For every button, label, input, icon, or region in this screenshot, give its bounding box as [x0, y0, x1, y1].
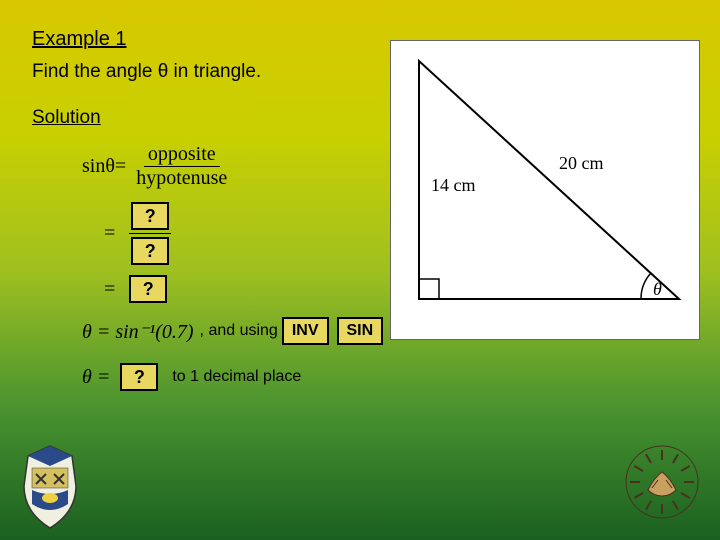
equals: =: [115, 155, 126, 178]
blank-final[interactable]: ?: [120, 363, 158, 391]
side-a-label: 14 cm: [431, 175, 476, 195]
fraction: opposite hypotenuse: [132, 143, 231, 190]
blank-numerator[interactable]: ?: [131, 202, 169, 230]
sin-lhs: sinθ: [82, 155, 115, 178]
sin-button[interactable]: SIN: [337, 317, 384, 345]
triangle-svg: 14 cm 20 cm θ: [391, 41, 701, 341]
theta-equation: θ = sin⁻¹(0.7): [82, 319, 194, 344]
equals-2: =: [104, 222, 115, 245]
theta-final-row: θ = ? to 1 decimal place: [82, 363, 688, 391]
theta-label: θ: [653, 279, 662, 299]
crest-icon: [14, 440, 86, 532]
equals-3: =: [104, 278, 115, 301]
and-using-text: , and using: [200, 322, 278, 340]
blank-result[interactable]: ?: [129, 275, 167, 303]
side-b-label: 20 cm: [559, 153, 604, 173]
angle-arc: [641, 273, 651, 299]
fraction-bar: [129, 233, 171, 234]
triangle-diagram: 14 cm 20 cm θ: [390, 40, 700, 340]
theta-equals: θ =: [82, 366, 110, 389]
inv-button[interactable]: INV: [282, 317, 329, 345]
seal-icon: [622, 442, 702, 522]
denominator: hypotenuse: [132, 167, 231, 190]
right-angle-mark: [419, 279, 439, 299]
decimal-place-text: to 1 decimal place: [172, 368, 301, 386]
numerator: opposite: [144, 143, 220, 167]
blank-denominator[interactable]: ?: [131, 237, 169, 265]
